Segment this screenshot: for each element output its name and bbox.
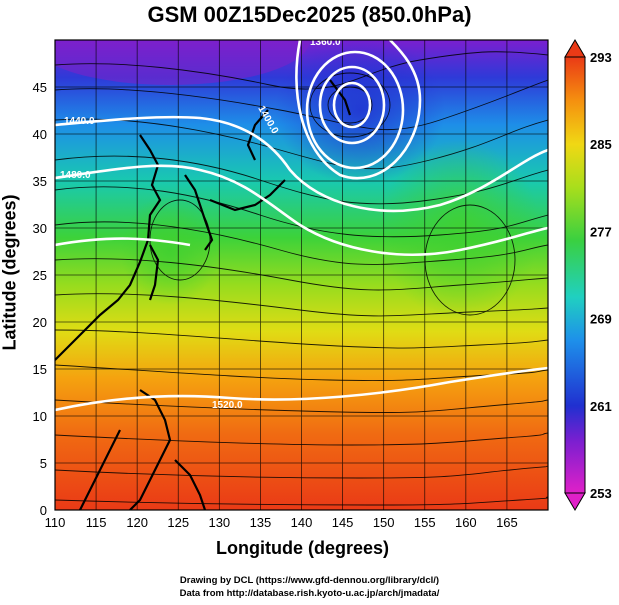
x-axis-ticks: 110 115 120 125 130 135 140 145 150 155 160 165 (45, 515, 518, 530)
x-tick-label: 110 (45, 515, 66, 530)
wind-streamlines (55, 51, 548, 506)
x-tick-label: 155 (414, 515, 436, 530)
x-tick-label: 115 (86, 515, 107, 530)
y-tick-label: 10 (33, 409, 47, 424)
x-tick-label: 120 (126, 515, 148, 530)
x-tick-label: 160 (455, 515, 477, 530)
height-contours (55, 40, 548, 412)
y-tick-label: 15 (33, 362, 47, 377)
x-tick-label: 150 (373, 515, 395, 530)
x-axis-label: Longitude (degrees) (215, 538, 389, 558)
y-tick-label: 5 (40, 456, 47, 471)
colorbar-tick-label: 293 (590, 50, 612, 65)
credit-drawing: Drawing by DCL (https://www.gfd-dennou.o… (179, 575, 440, 586)
y-axis-ticks: 0 5 10 15 20 25 30 35 40 45 (33, 80, 47, 518)
colorbar: 253 261 269 277 285 293 (564, 39, 612, 511)
x-tick-label: 135 (250, 515, 272, 530)
contour-label-1520: 1520.0 (212, 400, 243, 411)
colorbar-tick-label: 253 (590, 486, 612, 501)
colorbar-bottom-arrow (564, 492, 586, 511)
y-tick-label: 0 (40, 503, 47, 518)
colorbar-top-arrow (564, 39, 586, 58)
y-tick-label: 25 (33, 268, 47, 283)
colorbar-tick-label: 269 (590, 312, 612, 327)
contour-label-1480: 1480.0 (60, 170, 91, 181)
x-tick-label: 145 (332, 515, 354, 530)
plot-frame (54, 39, 549, 511)
y-tick-label: 45 (33, 80, 47, 95)
colorbar-ticks: 253 261 269 277 285 293 (590, 50, 612, 501)
colorbar-tick-label: 261 (590, 399, 612, 414)
y-tick-label: 30 (33, 221, 47, 236)
contour-label-1440: 1440.0 (64, 116, 95, 127)
y-axis-label: Latitude (degrees) (0, 194, 20, 351)
y-tick-label: 20 (33, 315, 47, 330)
y-tick-label: 35 (33, 174, 47, 189)
chart-title: GSM 00Z15Dec2025 (850.0hPa) (147, 2, 472, 27)
y-tick-label: 40 (33, 127, 47, 142)
credit-data: Data from http://database.rish.kyoto-u.a… (179, 588, 440, 599)
colorbar-tick-label: 285 (590, 137, 612, 152)
temperature-field (55, 40, 548, 510)
x-tick-label: 125 (167, 515, 189, 530)
coastlines (55, 79, 352, 510)
x-tick-label: 130 (208, 515, 230, 530)
colorbar-bar (564, 56, 586, 494)
contour-label-1360: 1360.0 (310, 37, 341, 48)
colorbar-tick-label: 277 (590, 224, 612, 239)
x-tick-label: 140 (291, 515, 313, 530)
x-tick-label: 165 (496, 515, 518, 530)
